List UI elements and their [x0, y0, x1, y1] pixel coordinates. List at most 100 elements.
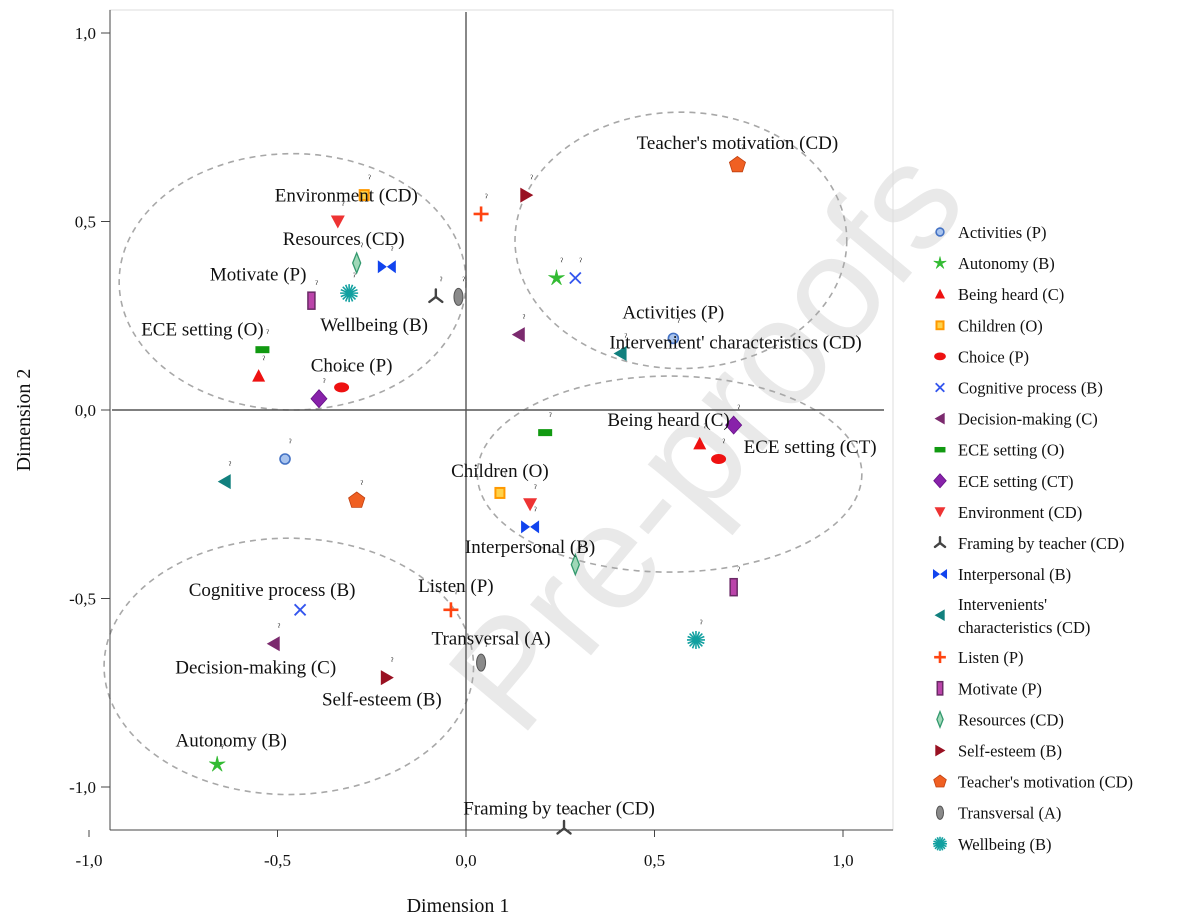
point-label-interpersonal-b: Interpersonal (B): [465, 537, 595, 558]
y-tick-label: -0,5: [69, 590, 96, 609]
point-interpersonal-b: [521, 520, 540, 534]
point-cognitive-process-b: [293, 603, 307, 616]
legend-label: Teacher's motivation (CD): [958, 773, 1133, 792]
point-framing-by-teacher-cd-stroke: [556, 827, 566, 835]
legend-marker-listen-p: [934, 651, 946, 664]
point-cognitive-process-b-stroke: [569, 271, 582, 285]
point-choice-p: [711, 454, 727, 465]
legend-marker-resources-cd: [936, 709, 944, 729]
legend-label: Activities (P): [958, 223, 1046, 242]
y-tick-label: 1,0: [75, 24, 96, 43]
x-tick-label: -1,0: [76, 851, 103, 870]
legend-marker-autonomy-b: [933, 256, 947, 269]
point-mark: ˀ: [361, 479, 364, 490]
point-ece-setting-o: [255, 346, 270, 354]
legend-label: Cognitive process (B): [958, 379, 1103, 398]
legend-item-interpersonal-b: Interpersonal (B): [932, 565, 1071, 584]
cluster-ellipse-3: [476, 375, 863, 573]
point-activities-p: [667, 332, 680, 345]
point-mark: ˀ: [278, 623, 281, 634]
y-tick-label: 0,0: [75, 401, 96, 420]
point-mark: ˀ: [353, 272, 356, 283]
point-mark: ˀ: [534, 506, 537, 517]
point-mark: ˀ: [266, 329, 269, 340]
legend-label: Environment (CD): [958, 503, 1082, 522]
point-transversal-a: [453, 287, 464, 306]
legend-marker-children-o: [935, 320, 945, 331]
point-labels: Activities (P) Autonomy (B) Being heard (C…: [141, 133, 876, 820]
point-listen-p: [443, 602, 459, 618]
point-label-listen-p: Listen (P): [418, 576, 493, 597]
point-label-autonomy-b: Autonomy (B): [176, 730, 287, 751]
legend-marker-framing-by-teacher-cd: [933, 535, 947, 549]
point-mark: ˀ: [741, 144, 744, 155]
y-tick-label: -1,0: [69, 778, 96, 797]
legend-item-transversal-a: Transversal (A): [935, 804, 1061, 823]
point-activities-p: [279, 453, 291, 465]
legend-marker-decision-making-c: [934, 412, 945, 425]
point-mark: ˀ: [346, 366, 349, 377]
point-decision-making-c: [511, 327, 525, 343]
point-mark: ˀ: [462, 276, 465, 287]
point-label-cognitive-process-b: Cognitive process (B): [189, 580, 356, 601]
legend-label: Being heard (C): [958, 285, 1064, 304]
point-mark: ˀ: [263, 355, 266, 366]
point-mark: ˀ: [391, 246, 394, 257]
legend-label: Intervenients': [958, 595, 1047, 614]
legend-item-children-o: Children (O): [935, 316, 1043, 335]
point-mark: ˀ: [723, 438, 726, 449]
point-label-ece-setting-o: ECE setting (O): [141, 320, 263, 341]
legend-item-motivate-p: Motivate (P): [936, 679, 1042, 698]
legend-label: Motivate (P): [958, 679, 1042, 698]
point-wellbeing-b-stroke: [340, 288, 358, 298]
point-mark: ˀ: [391, 657, 394, 668]
point-being-heard-c: [252, 369, 266, 382]
legend-item-decision-making-c: Decision-making (C): [934, 410, 1098, 429]
point-mark: ˀ: [568, 807, 571, 818]
point-wellbeing-b: [686, 630, 705, 649]
point-intervenients-characteristics-cd: [613, 345, 627, 361]
point-ece-setting-o: [538, 429, 553, 437]
point-wellbeing-b-stroke: [687, 635, 705, 645]
point-transversal-a: [476, 653, 487, 672]
point-mark: ˀ: [229, 461, 232, 472]
legend-item-self-esteem-b: Self-esteem (B): [935, 742, 1062, 761]
point-framing-by-teacher-cd: [428, 288, 444, 304]
point-label-self-esteem-b: Self-esteem (B): [322, 690, 442, 711]
point-mark: ˀ: [342, 201, 345, 212]
point-label-intervenients-characteristics-cd: Intervenient' characteristics (CD): [609, 332, 861, 353]
point-label-resources-cd: Resources (CD): [283, 229, 405, 250]
legend-marker-cognitive-process-b: [935, 382, 945, 393]
legend-marker-choice-p: [934, 352, 946, 361]
point-mark: ˀ: [323, 378, 326, 389]
point-motivate-p: [307, 291, 316, 310]
x-tick-label: 1,0: [832, 851, 853, 870]
point-mark: ˀ: [485, 193, 488, 204]
point-autonomy-b: [208, 755, 226, 772]
point-label-children-o: Children (O): [451, 461, 549, 482]
legend-label: Wellbeing (B): [958, 835, 1052, 854]
point-intervenients-characteristics-cd: [217, 474, 231, 490]
legend-label: characteristics (CD): [958, 618, 1090, 637]
point-mark: ˀ: [304, 589, 307, 600]
y-axis-title: Dimension 2: [13, 369, 35, 472]
point-mark: ˀ: [530, 174, 533, 185]
point-mark: ˀ: [534, 483, 537, 494]
legend-item-wellbeing-b: Wellbeing (B): [932, 835, 1052, 854]
point-label-wellbeing-b: Wellbeing (B): [320, 315, 428, 336]
legend-item-autonomy-b: Autonomy (B): [933, 254, 1055, 273]
legend-item-environment-cd: Environment (CD): [934, 503, 1082, 522]
point-mark: ˀ: [700, 619, 703, 630]
legend-item-ece-setting-o: ECE setting (O): [934, 441, 1064, 460]
legend-label: Interpersonal (B): [958, 565, 1071, 584]
legend-item-teacher-s-motivation-cd: Teacher's motivation (CD): [933, 773, 1133, 792]
legend-label: Choice (P): [958, 347, 1029, 366]
point-label-decision-making-c: Decision-making (C): [175, 658, 336, 679]
point-cognitive-process-b-stroke: [293, 603, 307, 616]
point-mark: ˀ: [289, 438, 292, 449]
point-label-being-heard-c: Being heard (C): [607, 410, 729, 431]
point-mark: ˀ: [738, 404, 741, 415]
point-mark: ˀ: [625, 332, 628, 343]
axes: -1,0 -0,5 0,0 0,5 1,0 1,0 0,5 0,0 -0,5 -1,0: [69, 10, 893, 870]
point-wellbeing-b: [340, 284, 359, 303]
